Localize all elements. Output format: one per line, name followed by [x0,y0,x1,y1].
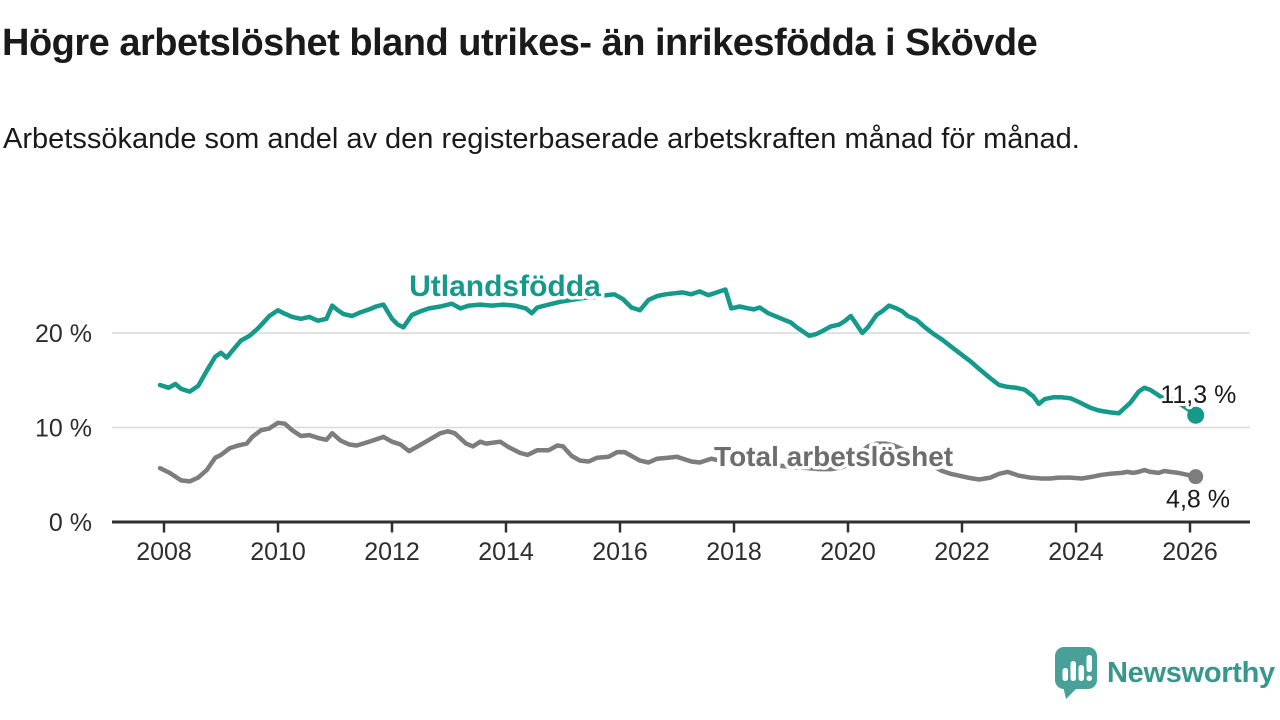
y-tick-label: 10 % [35,415,92,443]
series-label-total: Total arbetslöshet [714,441,953,472]
chart-subtitle: Arbetssökande som andel av den registerb… [3,123,1080,155]
x-tick-label: 2012 [364,538,420,566]
series-end-value-total: 4,8 % [1166,485,1230,513]
x-tick-label: 2018 [706,538,762,566]
x-tick-label: 2010 [250,538,306,566]
series-end-dot-utlandsfodda [1187,406,1205,424]
series-line-total [157,420,1198,484]
x-tick-label: 2024 [1048,538,1104,566]
series-end-value-utlandsfodda: 11,3 % [1160,381,1236,409]
x-tick-label: 2026 [1162,538,1218,566]
brand-name: Newsworthy [1107,656,1275,689]
x-tick-label: 2016 [592,538,648,566]
series-label-utlandsfodda: Utlandsfödda [409,270,601,303]
series-end-dot-total [1188,469,1204,485]
x-tick-label: 2020 [820,538,876,566]
x-tick-label: 2008 [136,538,192,566]
y-tick-label: 20 % [35,320,92,348]
page-title: Högre arbetslöshet bland utrikes- än inr… [2,22,1038,64]
brand-footer: Newsworthy [1054,646,1275,700]
newsworthy-logo-icon [1055,647,1097,699]
series-line-utlandsfodda [157,287,1198,418]
x-tick-label: 2022 [934,538,990,566]
x-tick-label: 2014 [478,538,534,566]
y-tick-label: 0 % [49,509,92,537]
